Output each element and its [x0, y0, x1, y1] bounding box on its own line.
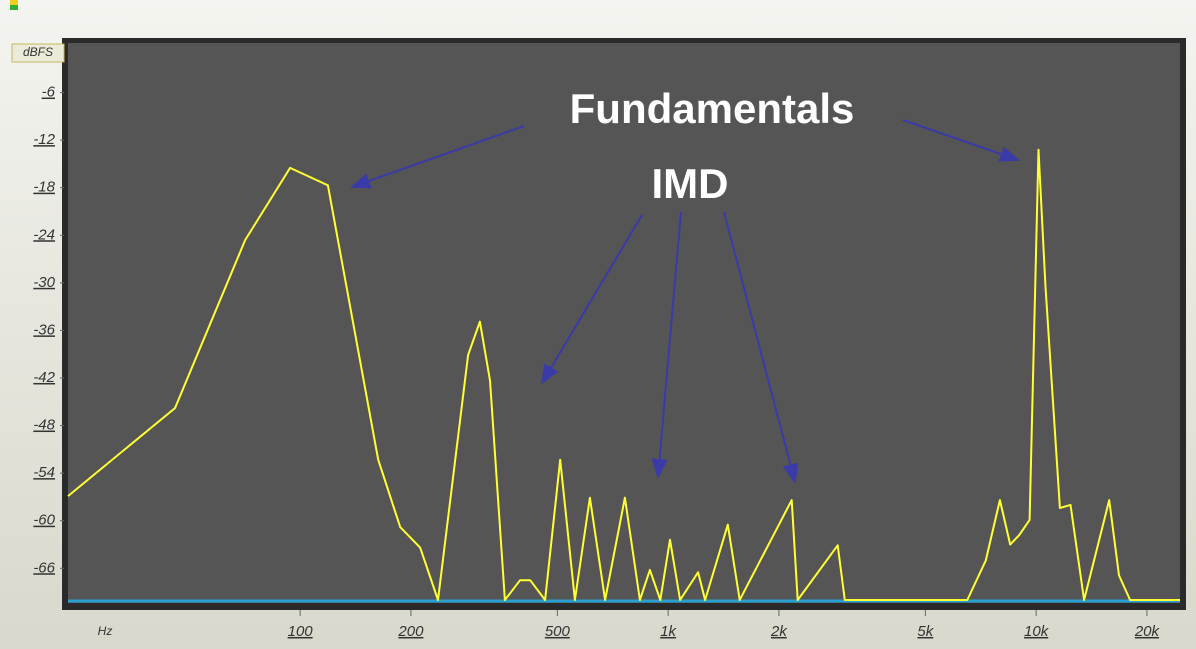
y-tick-label: -60 — [33, 512, 55, 529]
y-tick-label: -54 — [33, 464, 55, 481]
arrow — [651, 211, 682, 479]
y-tick-label: -42 — [33, 369, 55, 386]
marks — [67, 148, 1180, 601]
arrow — [723, 211, 799, 484]
arrows — [350, 119, 1020, 484]
x-tick-label: 1k — [660, 623, 677, 640]
x-tick-label: 5k — [917, 623, 934, 640]
x-tick-label: 500 — [545, 623, 571, 640]
y-tick-label: -18 — [33, 179, 55, 196]
y-tick-label: -48 — [33, 417, 55, 434]
plot-area — [68, 43, 1180, 603]
x-tick-label: 10k — [1024, 623, 1050, 640]
x-axis-label: Hz — [98, 624, 113, 638]
arrow — [540, 214, 643, 385]
led — [10, 0, 18, 5]
led — [10, 5, 18, 10]
x-tick-label: 20k — [1134, 623, 1161, 640]
y-tick-label: -36 — [33, 321, 55, 338]
y-tick-label: -66 — [33, 559, 55, 576]
y-axis-label: dBFS — [23, 45, 53, 59]
x-tick-label: 2k — [770, 623, 788, 640]
arrow — [350, 125, 525, 189]
annotation: IMD — [652, 160, 729, 207]
annotation: Fundamentals — [570, 85, 855, 132]
y-tick-label: -24 — [33, 226, 55, 243]
y-tick-label: -30 — [33, 274, 55, 291]
spectrum-line — [67, 148, 1180, 601]
x-tick-label: 200 — [397, 623, 424, 640]
x-tick-label: 100 — [288, 623, 314, 640]
arrow — [902, 119, 1020, 162]
y-tick-label: -6 — [42, 84, 56, 101]
y-tick-label: -12 — [33, 131, 55, 148]
y-label-box — [11, 43, 65, 63]
